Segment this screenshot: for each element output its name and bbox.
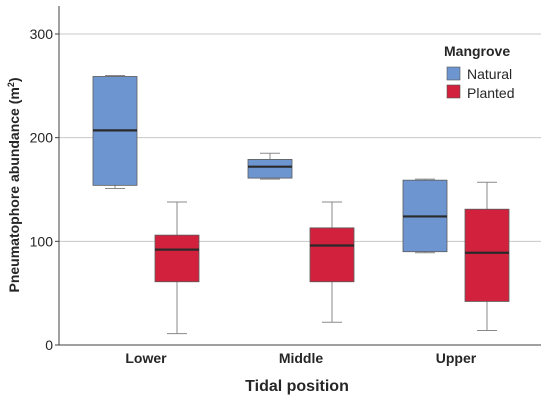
legend-swatch-natural — [446, 66, 461, 81]
box-body-planted-upper — [464, 208, 510, 302]
grid-lines — [59, 33, 541, 242]
boxes — [92, 74, 510, 335]
box-planted-middle — [309, 201, 355, 323]
y-axis-title-superscript: 2 — [6, 82, 16, 87]
box-body-natural-middle — [247, 159, 293, 179]
box-natural-middle — [247, 152, 293, 180]
x-tick-label-lower: Lower — [125, 350, 167, 366]
legend-swatch-planted — [446, 84, 461, 99]
axes — [55, 6, 541, 346]
box-body-planted-middle — [309, 227, 355, 283]
x-tick-label-middle: Middle — [279, 350, 324, 366]
y-axis-title-suffix: ) — [6, 77, 22, 82]
box-body-planted-lower — [154, 234, 200, 283]
axis-labels: 0 100 200 300 Lower Middle Upper — [30, 26, 477, 366]
box-natural-upper — [402, 178, 448, 254]
legend-title: Mangrove — [444, 43, 510, 59]
y-tick-label-100: 100 — [30, 233, 54, 249]
box-natural-lower — [92, 74, 138, 189]
box-planted-lower — [154, 201, 200, 335]
y-tick-label-300: 300 — [30, 26, 54, 42]
x-tick-label-upper: Upper — [436, 350, 477, 366]
box-planted-upper — [464, 181, 510, 331]
x-axis-title: Tidal position — [245, 378, 349, 395]
y-tick-label-0: 0 — [45, 337, 53, 353]
y-axis-title-text: Pneumatophore abundance (m — [6, 87, 22, 292]
y-axis-title: Pneumatophore abundance (m2) — [6, 77, 22, 292]
legend: Mangrove Natural Planted — [444, 43, 514, 101]
legend-label-planted: Planted — [467, 85, 514, 101]
y-tick-label-200: 200 — [30, 130, 54, 146]
legend-label-natural: Natural — [467, 66, 512, 82]
